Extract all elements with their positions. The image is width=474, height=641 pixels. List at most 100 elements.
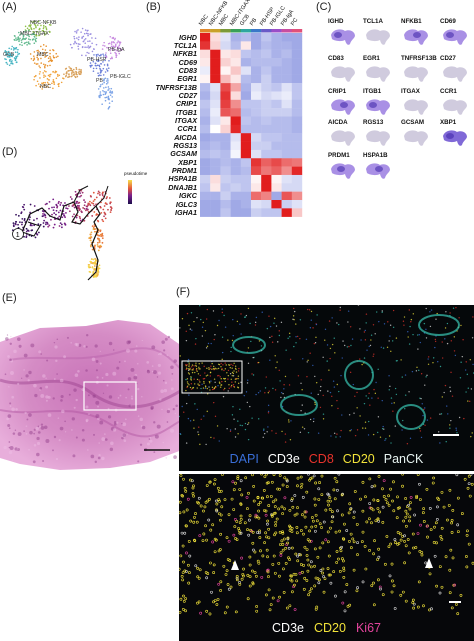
umap-point <box>34 75 37 77</box>
imc-signal-dot <box>390 350 392 353</box>
imc-cell <box>376 507 380 510</box>
heatmap-cell <box>251 158 262 167</box>
imc-cell <box>290 530 294 534</box>
imc-signal-dot <box>217 367 220 370</box>
he-texture-dot <box>122 433 126 438</box>
he-texture-dot <box>58 439 61 442</box>
umap-point <box>49 55 51 58</box>
imc-signal-dot <box>273 322 275 324</box>
umap-point <box>101 69 103 72</box>
he-texture-dot <box>122 422 127 427</box>
heatmap-cell <box>261 183 272 192</box>
he-texture-dot <box>134 349 138 353</box>
imc-cell <box>294 552 298 556</box>
imc-signal-dot <box>210 365 212 367</box>
imc-cell <box>255 609 259 613</box>
imc-signal-dot <box>363 331 366 333</box>
trajectory-point <box>12 225 15 228</box>
heatmap-cell <box>230 149 241 159</box>
imc-cell <box>181 578 185 582</box>
he-texture-dot <box>126 340 131 345</box>
imc-signal-dot <box>407 336 409 338</box>
umap-point <box>102 74 105 76</box>
trajectory-point <box>97 192 99 195</box>
imc-cell <box>253 550 257 554</box>
trajectory-point <box>72 204 75 207</box>
heatmap-cell <box>200 141 211 151</box>
he-texture-dot <box>161 408 163 411</box>
umap-point <box>33 78 35 81</box>
umap-point <box>17 31 20 34</box>
he-texture-dot <box>128 404 132 408</box>
imc-cell <box>308 590 312 593</box>
trajectory-point <box>64 202 66 204</box>
imc-signal-dot <box>328 320 331 322</box>
imc-cell <box>306 538 310 542</box>
he-texture-dot <box>137 415 140 417</box>
he-texture <box>3 333 178 464</box>
he-texture-dot <box>7 414 12 418</box>
umap-point <box>49 64 51 67</box>
he-texture-dot <box>54 345 58 349</box>
heatmap-cell <box>281 83 292 92</box>
imc-cell <box>332 570 336 574</box>
he-texture-dot <box>139 443 143 446</box>
imc-signal-dot <box>381 310 383 312</box>
imc-cell <box>421 511 425 515</box>
he-texture-dot <box>33 432 35 435</box>
imc-signal-dot <box>220 378 222 380</box>
imc-signal-dot <box>343 344 346 347</box>
umap-point <box>39 32 41 34</box>
trajectory-point <box>65 207 68 210</box>
trajectory-point <box>104 213 107 216</box>
imc-cell <box>209 561 212 565</box>
heatmap-cell <box>291 41 303 50</box>
gene-feature-label: TNFRSF13B <box>401 55 437 62</box>
trajectory-path <box>21 201 101 281</box>
he-texture-dot <box>124 360 126 363</box>
he-texture-dot <box>85 418 89 422</box>
imc-cell <box>376 558 379 561</box>
imc-signal-dot <box>296 335 299 338</box>
he-texture-dot <box>95 369 98 372</box>
umap-point <box>42 24 45 27</box>
imc-cell <box>338 529 342 533</box>
heatmap-cell <box>210 174 221 184</box>
imc-signal-dot <box>458 416 461 419</box>
umap-point <box>43 76 45 78</box>
imc-signal-dot <box>209 389 211 391</box>
trajectory-point <box>79 219 82 222</box>
imc-cell <box>422 507 426 511</box>
he-texture-dot <box>159 352 162 356</box>
imc-cell <box>236 475 240 479</box>
umap-point <box>98 64 101 67</box>
heatmap-cell <box>281 99 292 109</box>
imc-cell <box>278 595 281 599</box>
umap-point <box>86 51 88 54</box>
imc-cell <box>329 581 333 585</box>
trajectory-point <box>83 204 86 207</box>
he-texture-dot <box>101 377 104 379</box>
imc-signal-dot <box>324 328 327 331</box>
umap-point <box>107 67 110 69</box>
imc-cell <box>448 488 452 492</box>
trajectory-point <box>44 214 47 217</box>
umap-point <box>24 41 26 44</box>
imc-signal-dot <box>441 396 443 398</box>
umap-point <box>108 59 110 62</box>
imc-signal-dot <box>312 327 314 329</box>
umap-point <box>15 61 18 64</box>
umap-point <box>103 90 106 93</box>
imc-cell <box>287 546 291 550</box>
he-texture-dot <box>9 358 12 362</box>
umap-point <box>32 30 34 33</box>
heatmap-cell <box>230 83 241 92</box>
umap-point <box>88 52 90 54</box>
column-group-swatch <box>230 29 241 33</box>
imc-signal-dot <box>213 401 215 404</box>
imc-signal-dot <box>439 413 441 415</box>
heatmap-cell <box>261 158 272 167</box>
imc-cell <box>226 583 230 586</box>
imc-signal-dot <box>417 348 419 350</box>
